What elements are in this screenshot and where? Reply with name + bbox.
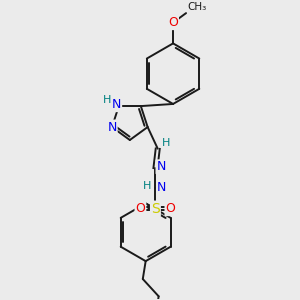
- Text: N: N: [112, 98, 121, 111]
- Text: N: N: [157, 160, 166, 173]
- Text: H: H: [103, 95, 111, 105]
- Text: S: S: [151, 202, 160, 216]
- Text: H: H: [162, 139, 170, 148]
- Text: O: O: [136, 202, 146, 215]
- Text: CH₃: CH₃: [188, 2, 207, 12]
- Text: O: O: [168, 16, 178, 29]
- Text: N: N: [107, 121, 117, 134]
- Text: N: N: [157, 182, 166, 194]
- Text: H: H: [143, 182, 152, 191]
- Text: O: O: [166, 202, 176, 215]
